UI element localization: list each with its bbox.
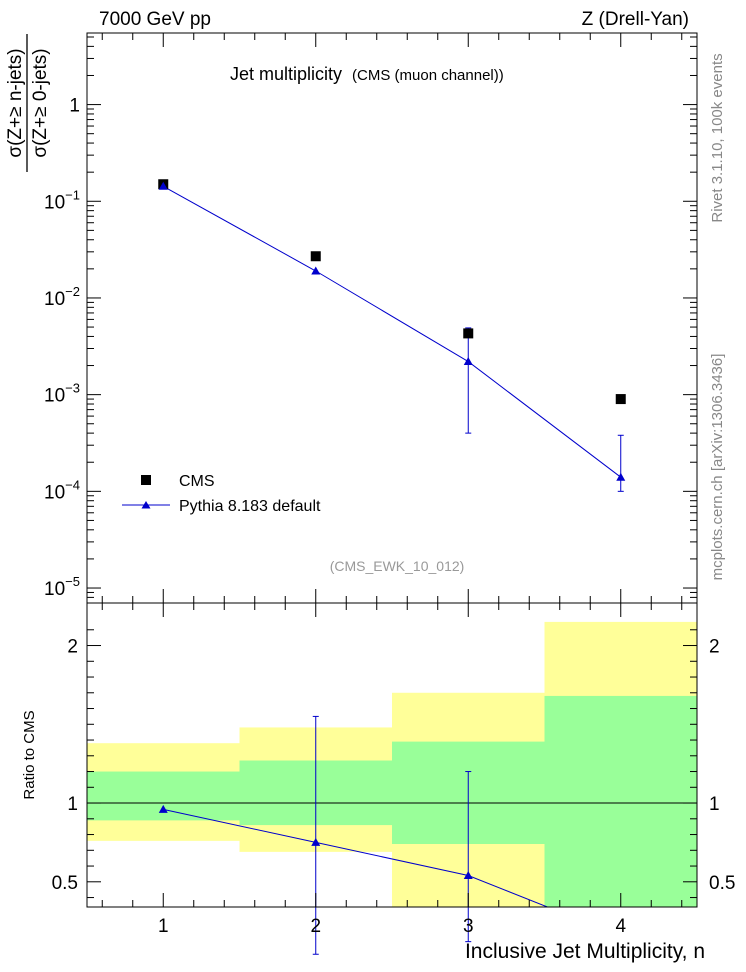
ratio-pythia-point [158,804,168,813]
x-tick-label: 2 [310,916,321,937]
tick-base: 10 [44,289,65,310]
legend-pythia-label: Pythia 8.183 default [179,498,321,515]
main-frame [86,32,698,604]
cms-data-point [615,394,626,405]
ratio-pythia-point [311,837,321,846]
pythia-line [163,185,622,478]
main-y-tick-label: 10−2 [44,284,80,310]
ratio-y-tick-label: 0.5 [52,873,78,894]
ratio-y-tick-label: 2 [67,637,78,658]
rivet-label: Rivet 3.1.10, 100k events [709,53,726,222]
x-tick-label: 3 [463,916,474,937]
pythia-data-point [616,472,626,481]
ratio-y-tick-label: 1 [67,794,78,815]
xlabel: Inclusive Jet Multiplicity, n [465,940,705,963]
legend: CMS Pythia 8.183 default [122,473,321,515]
pythia-data-point [463,357,473,366]
main-title: Jet multiplicity (CMS (muon channel)) [230,64,504,84]
tick-base: 10 [44,192,65,213]
ratio-uncertainty-band-inner [87,771,240,821]
main-y-tick-label: 10−4 [44,477,80,503]
legend-cms-marker [141,475,151,485]
x-tick-label: 1 [158,916,169,937]
pythia-data-point [311,266,321,275]
main-panel: 110−110−210−310−410−5 [44,32,698,604]
header-right: Z (Drell-Yan) [582,9,689,30]
ratio-y-tick-label-right: 0.5 [709,873,735,894]
source-label: mcplots.cern.ch [arXiv:1306.3436] [709,354,726,581]
main-y-tick-label: 10−3 [44,381,80,407]
ratio-uncertainty-band-inner [544,695,697,907]
main-y-tick-label: 1 [69,96,80,117]
main-y-tick-label: 10−1 [44,187,80,213]
tick-base: 10 [44,482,65,503]
tick-base: 10 [44,579,65,600]
legend-cms-label: CMS [179,473,215,490]
ratio-frame [86,602,698,908]
tick-exponent: −2 [65,284,80,299]
main-ylabel-numerator: σ(Z+≥ n-jets) [5,48,26,157]
ratio-y-tick-label-right: 2 [709,637,720,658]
tick-exponent: −1 [65,187,80,202]
analysis-tag: (CMS_EWK_10_012) [330,558,465,574]
main-ylabel-denominator: σ(Z+≥ 0-jets) [30,48,51,157]
header-left: 7000 GeV pp [99,9,211,30]
x-tick-label: 4 [615,916,626,937]
main-y-tick-label: 10−5 [44,574,80,600]
ratio-pythia-point [463,870,473,879]
ratio-ylabel: Ratio to CMS [21,710,38,799]
cms-data-point [463,328,474,339]
ratio-pythia-line [163,808,549,907]
ratio-panel: 0.5 0.5 1 1 2 2 1 2 3 4 [52,602,735,955]
tick-exponent: −4 [65,477,80,492]
ratio-y-tick-label-right: 1 [709,794,720,815]
tick-exponent: −3 [65,381,80,396]
tick-exponent: −5 [65,574,80,589]
tick-base: 1 [69,96,80,117]
pythia-data-point [158,181,168,190]
cms-data-point [310,251,321,262]
legend-pythia-marker [141,501,151,509]
tick-base: 10 [44,386,65,407]
